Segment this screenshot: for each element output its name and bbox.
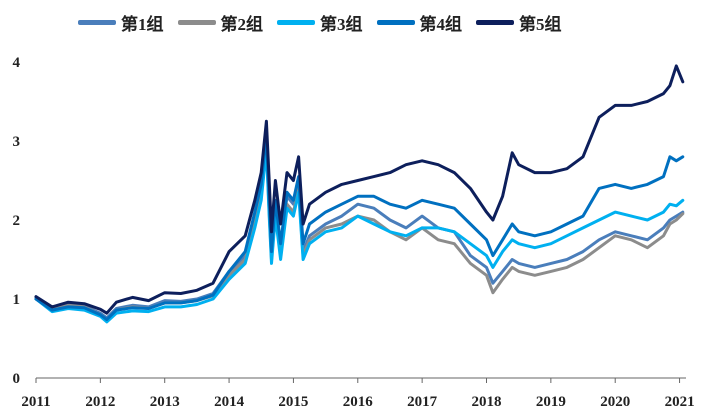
series-line-5 (34, 64, 685, 315)
legend-swatch (376, 20, 415, 25)
legend-swatch (476, 20, 514, 25)
x-tick-label: 2013 (150, 394, 180, 410)
x-tick-label: 2019 (536, 394, 566, 410)
x-tick-label: 2018 (471, 394, 501, 410)
legend-item-1: 第1组 (78, 10, 164, 35)
legend-item-5: 第5组 (476, 10, 562, 35)
x-tick-label: 2011 (21, 394, 50, 410)
series-line-1 (34, 135, 685, 320)
y-tick-label: 3 (13, 134, 21, 150)
y-tick-label: 2 (13, 213, 21, 229)
x-tick-label: 2014 (214, 394, 245, 410)
x-tick-label: 2012 (85, 394, 115, 410)
legend-swatch (277, 20, 315, 25)
y-tick-label: 4 (13, 55, 21, 71)
x-tick-label: 2015 (278, 394, 308, 410)
series-line-3 (34, 147, 685, 324)
legend-label: 第5组 (519, 15, 562, 34)
legend-swatch (78, 20, 116, 25)
axes: 0 1 2 3 4 2011 2012 2013 2014 2015 2016 2017 2018 201… (13, 55, 695, 410)
legend-label: 第4组 (419, 15, 463, 34)
legend-label: 第2组 (220, 15, 264, 34)
y-tick-label: 0 (13, 371, 21, 387)
legend-item-3: 第3组 (277, 10, 363, 35)
legend-item-2: 第2组 (177, 10, 264, 35)
x-tick-label: 2021 (665, 394, 695, 410)
x-tick-label: 2016 (343, 394, 374, 410)
legend-label: 第3组 (320, 15, 363, 34)
y-tick-label: 1 (13, 292, 21, 308)
legend-label: 第1组 (121, 15, 164, 34)
legend-swatch (177, 20, 216, 25)
legend-item-4: 第4组 (376, 10, 463, 35)
series-line-2 (34, 143, 685, 321)
series-line-4 (34, 131, 685, 321)
series-lines (34, 64, 685, 324)
legend: 第1组 第2组 第3组 第4组 第5组 (78, 10, 562, 35)
x-tick-label: 2017 (407, 394, 438, 410)
x-tick-label: 2020 (600, 394, 630, 410)
